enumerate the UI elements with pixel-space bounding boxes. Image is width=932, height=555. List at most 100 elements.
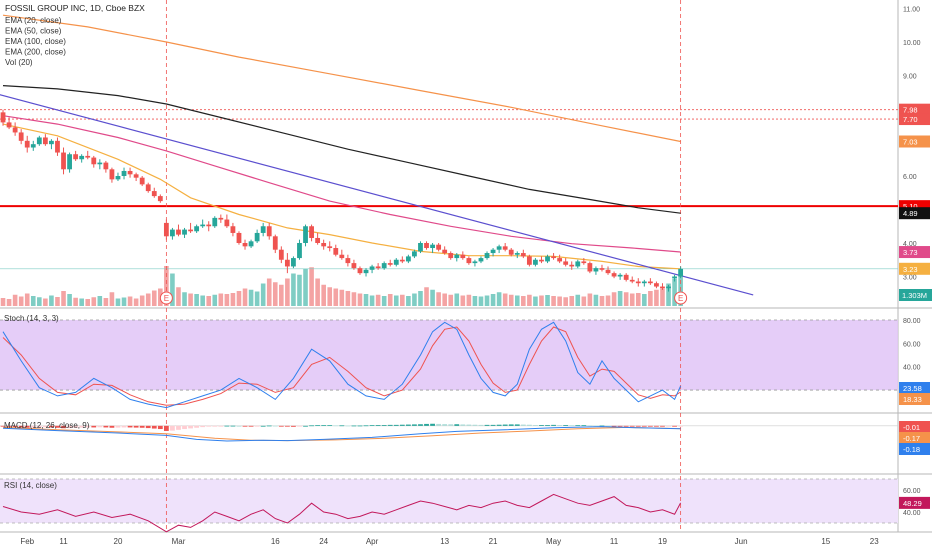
volume-bar [315, 278, 320, 306]
macd-histogram-bar [587, 425, 593, 427]
macd-histogram-bar [442, 424, 448, 426]
candle-body [121, 170, 127, 176]
stoch-band [0, 320, 898, 391]
candle-body [478, 258, 484, 262]
macd-histogram-bar [139, 425, 145, 428]
macd-histogram-bar [12, 425, 18, 428]
candle-body [170, 229, 175, 237]
stoch-label-text: 18.33 [903, 395, 922, 404]
volume-bar [127, 296, 133, 306]
macd-histogram-bar [321, 425, 327, 426]
macd-histogram-bar [206, 425, 212, 427]
macd-histogram-bar [133, 425, 139, 428]
volume-bar [381, 296, 387, 306]
macd-histogram-bar [557, 425, 563, 426]
volume-bar [599, 296, 605, 306]
volume-bar [49, 295, 54, 306]
candle-body [357, 268, 363, 274]
macd-histogram-bar [30, 425, 36, 428]
rsi-axis-tick: 60.00 [903, 488, 921, 495]
volume-bar [291, 273, 296, 306]
candle-body [49, 140, 54, 145]
volume-bar [139, 295, 145, 306]
candle-body [460, 254, 466, 259]
candle-body [641, 281, 647, 284]
candle-body [345, 258, 351, 264]
x-axis-tick: 15 [821, 537, 830, 546]
x-axis-tick: 20 [114, 537, 123, 546]
candle-body [284, 259, 290, 267]
volume-bar [490, 294, 496, 306]
candle-body [61, 152, 66, 170]
x-axis-tick: Jun [735, 537, 748, 546]
volume-bar [587, 293, 593, 306]
candle-body [206, 224, 212, 227]
volume-bar [521, 296, 526, 306]
macd-histogram-bar [599, 425, 605, 427]
volume-bar [85, 299, 91, 306]
volume-bar [545, 295, 550, 306]
volume-bar [194, 294, 199, 306]
candle-body [454, 254, 460, 259]
macd-histogram-bar [448, 424, 454, 426]
volume-bar [133, 298, 139, 306]
volume-bar [91, 297, 97, 306]
candle-body [405, 256, 411, 262]
candle-body [635, 281, 641, 284]
macd-histogram-bar [375, 425, 381, 426]
macd-histogram-bar [551, 424, 556, 426]
volume-bar [605, 295, 611, 306]
macd-signal-line [2, 426, 681, 442]
volume-bar [424, 287, 429, 306]
macd-histogram-bar [230, 425, 236, 427]
macd-histogram-bar [6, 425, 12, 427]
volume-bar [254, 291, 260, 306]
macd-label-box [899, 421, 930, 433]
candle-body [230, 226, 236, 233]
volume-bar [176, 287, 181, 306]
chart-title: FOSSIL GROUP INC, 1D, Cboe BZX [5, 3, 145, 13]
macd-histogram-bar [466, 424, 472, 426]
volume-bar [563, 297, 568, 306]
candle-body [472, 261, 478, 264]
volume-bar [551, 296, 556, 306]
rsi-line [2, 493, 682, 533]
macd-histogram-bar [309, 425, 314, 427]
indicator-legend-item: EMA (200, close) [5, 48, 66, 57]
candle-body [278, 249, 284, 260]
volume-bar [533, 296, 538, 306]
macd-histogram-bar [145, 425, 151, 429]
candle-body [351, 263, 357, 269]
macd-histogram-bar [182, 425, 187, 430]
macd-histogram-bar [418, 424, 423, 426]
candle-body [526, 256, 532, 265]
macd-histogram-bar [563, 425, 569, 426]
volume-bar [472, 296, 478, 306]
macd-histogram-bar [115, 425, 121, 428]
candle-body [109, 169, 115, 180]
macd-histogram-bar [472, 424, 478, 426]
volume-bar [30, 296, 36, 306]
macd-histogram-bar [387, 424, 393, 426]
macd-histogram-bar [405, 424, 411, 426]
candle-body [115, 176, 121, 180]
price-axis-tick: 10.00 [903, 40, 921, 47]
volume-bar [635, 293, 641, 306]
candle-body [236, 232, 242, 243]
candle-body [36, 137, 42, 145]
candle-body [91, 157, 97, 165]
volume-bar [67, 294, 72, 306]
volume-label-text: 1.303M [902, 291, 927, 300]
volume-bar [412, 293, 417, 306]
volume-bar [478, 296, 484, 306]
rsi-label-text: 48.29 [903, 499, 922, 508]
ema50-line [2, 115, 681, 253]
candle-body [575, 261, 581, 267]
volume-bar [321, 284, 326, 306]
price-label-box [899, 113, 930, 126]
macd-histogram-bar [297, 425, 302, 427]
macd-histogram-bar [666, 425, 671, 427]
macd-histogram-bar [103, 425, 109, 428]
